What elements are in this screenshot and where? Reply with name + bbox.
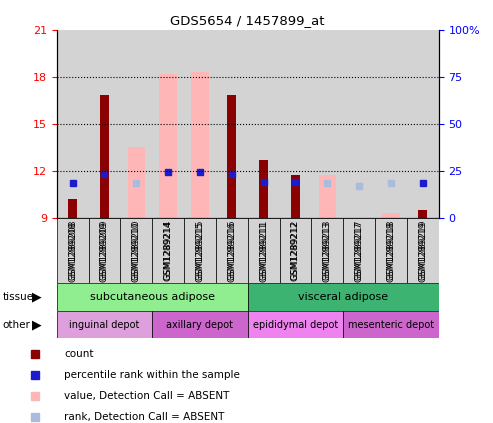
Bar [343, 311, 439, 338]
Bar [184, 218, 216, 283]
Bar [382, 213, 400, 218]
Text: GSM1289211: GSM1289211 [259, 221, 268, 282]
Text: GSM1289219: GSM1289219 [419, 221, 427, 282]
Text: inguinal depot: inguinal depot [70, 320, 140, 330]
Bar [407, 30, 439, 218]
Text: GSM1289209: GSM1289209 [100, 221, 109, 282]
Text: GSM1289209: GSM1289209 [100, 219, 109, 280]
Bar [291, 176, 300, 218]
Bar [407, 218, 439, 283]
Text: count: count [64, 349, 94, 359]
Bar [318, 176, 336, 218]
Bar [216, 30, 247, 218]
Bar [191, 72, 209, 218]
Text: GSM1289214: GSM1289214 [164, 221, 173, 281]
Text: GSM1289212: GSM1289212 [291, 221, 300, 281]
Text: visceral adipose: visceral adipose [298, 292, 388, 302]
Text: axillary depot: axillary depot [167, 320, 234, 330]
Text: GSM1289215: GSM1289215 [195, 219, 205, 280]
Text: GSM1289219: GSM1289219 [419, 219, 427, 280]
Bar [120, 218, 152, 283]
Text: GSM1289218: GSM1289218 [387, 221, 395, 282]
Bar [152, 30, 184, 218]
Bar [247, 218, 280, 283]
Text: GSM1289212: GSM1289212 [291, 219, 300, 280]
Bar [312, 30, 343, 218]
Bar [57, 218, 89, 283]
Bar [152, 218, 184, 283]
Bar [89, 218, 120, 283]
Bar [57, 30, 89, 218]
Bar [184, 30, 216, 218]
Text: GSM1289218: GSM1289218 [387, 219, 395, 280]
Bar [419, 210, 427, 218]
Bar [57, 311, 152, 338]
Text: value, Detection Call = ABSENT: value, Detection Call = ABSENT [64, 391, 229, 401]
Text: tissue: tissue [2, 292, 34, 302]
Bar [259, 160, 268, 218]
Text: GSM1289213: GSM1289213 [323, 221, 332, 282]
Text: rank, Detection Call = ABSENT: rank, Detection Call = ABSENT [64, 412, 224, 422]
Bar [89, 30, 120, 218]
Text: percentile rank within the sample: percentile rank within the sample [64, 370, 240, 380]
Bar [159, 74, 177, 218]
Bar [375, 30, 407, 218]
Bar [68, 199, 77, 218]
Text: GSM1289208: GSM1289208 [68, 221, 77, 282]
Text: GSM1289213: GSM1289213 [323, 219, 332, 280]
Title: GDS5654 / 1457899_at: GDS5654 / 1457899_at [171, 14, 325, 27]
Text: GSM1289210: GSM1289210 [132, 219, 141, 280]
Bar [247, 283, 439, 311]
Bar [227, 96, 236, 218]
Bar [375, 218, 407, 283]
Bar [100, 96, 109, 218]
Bar [312, 218, 343, 283]
Bar [280, 218, 312, 283]
Text: GSM1289216: GSM1289216 [227, 221, 236, 282]
Text: ▶: ▶ [32, 318, 42, 331]
Text: other: other [2, 320, 31, 330]
Bar [216, 218, 247, 283]
Text: GSM1289214: GSM1289214 [164, 219, 173, 280]
Bar [280, 30, 312, 218]
Bar [247, 30, 280, 218]
Text: GSM1289211: GSM1289211 [259, 219, 268, 280]
Text: GSM1289217: GSM1289217 [354, 219, 364, 280]
Bar [128, 147, 145, 218]
Text: GSM1289208: GSM1289208 [68, 219, 77, 280]
Text: subcutaneous adipose: subcutaneous adipose [90, 292, 215, 302]
Text: GSM1289216: GSM1289216 [227, 219, 236, 280]
Text: GSM1289215: GSM1289215 [195, 221, 205, 282]
Bar [57, 283, 247, 311]
Text: GSM1289217: GSM1289217 [354, 221, 364, 282]
Bar [247, 311, 343, 338]
Text: GSM1289210: GSM1289210 [132, 221, 141, 282]
Text: ▶: ▶ [32, 291, 42, 304]
Text: epididymal depot: epididymal depot [253, 320, 338, 330]
Bar [343, 30, 375, 218]
Bar [120, 30, 152, 218]
Bar [152, 311, 247, 338]
Text: mesenteric depot: mesenteric depot [348, 320, 434, 330]
Bar [343, 218, 375, 283]
